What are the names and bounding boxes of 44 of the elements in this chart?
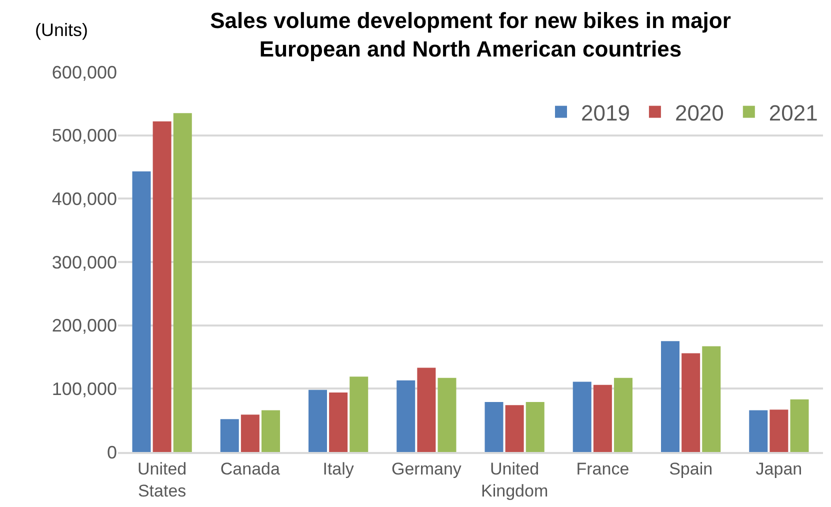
bar [593, 384, 612, 452]
bar [484, 402, 504, 452]
x-tick-label: United Kingdom [481, 459, 548, 500]
bar [240, 414, 260, 452]
y-tick-label: 300,000 [52, 252, 117, 272]
x-tick-label: Canada [220, 459, 281, 478]
x-tick-label: Japan [756, 459, 802, 478]
y-tick-label: 0 [106, 442, 117, 462]
bar [438, 378, 456, 452]
legend-label: 2021 [768, 100, 818, 126]
x-tick-label: France [576, 459, 630, 478]
bar [132, 171, 151, 452]
bar [220, 419, 239, 452]
bar [682, 353, 700, 452]
bar [396, 380, 416, 452]
bar [173, 113, 192, 452]
bar [505, 405, 524, 452]
bar [614, 378, 632, 452]
bar [790, 399, 809, 452]
x-tick-label: United States [137, 459, 187, 500]
chart-title: Sales volume development for new bikes in major European and North American countries [210, 8, 732, 62]
bar [749, 410, 768, 452]
bar [572, 382, 592, 452]
bar [702, 346, 721, 452]
y-tick-label: 100,000 [52, 378, 117, 399]
y-tick-label: 600,000 [52, 62, 117, 82]
y-tick-label: 200,000 [52, 316, 117, 336]
bar [152, 121, 172, 452]
y-tick-label: 400,000 [52, 188, 117, 209]
x-tick-label: Spain [669, 459, 713, 478]
y-axis-title: (Units) [35, 20, 88, 40]
bar [770, 410, 788, 452]
bar [308, 390, 327, 452]
bar [526, 402, 544, 452]
x-tick-label: Italy [322, 459, 354, 478]
x-tick-label: Germany [391, 459, 462, 478]
bar [350, 376, 368, 452]
legend-label: 2020 [674, 100, 724, 126]
y-tick-label: 500,000 [52, 126, 117, 146]
bar [329, 392, 348, 452]
bar [262, 410, 280, 452]
bar [661, 341, 680, 452]
legend-label: 2019 [581, 100, 630, 126]
bar [417, 368, 436, 452]
